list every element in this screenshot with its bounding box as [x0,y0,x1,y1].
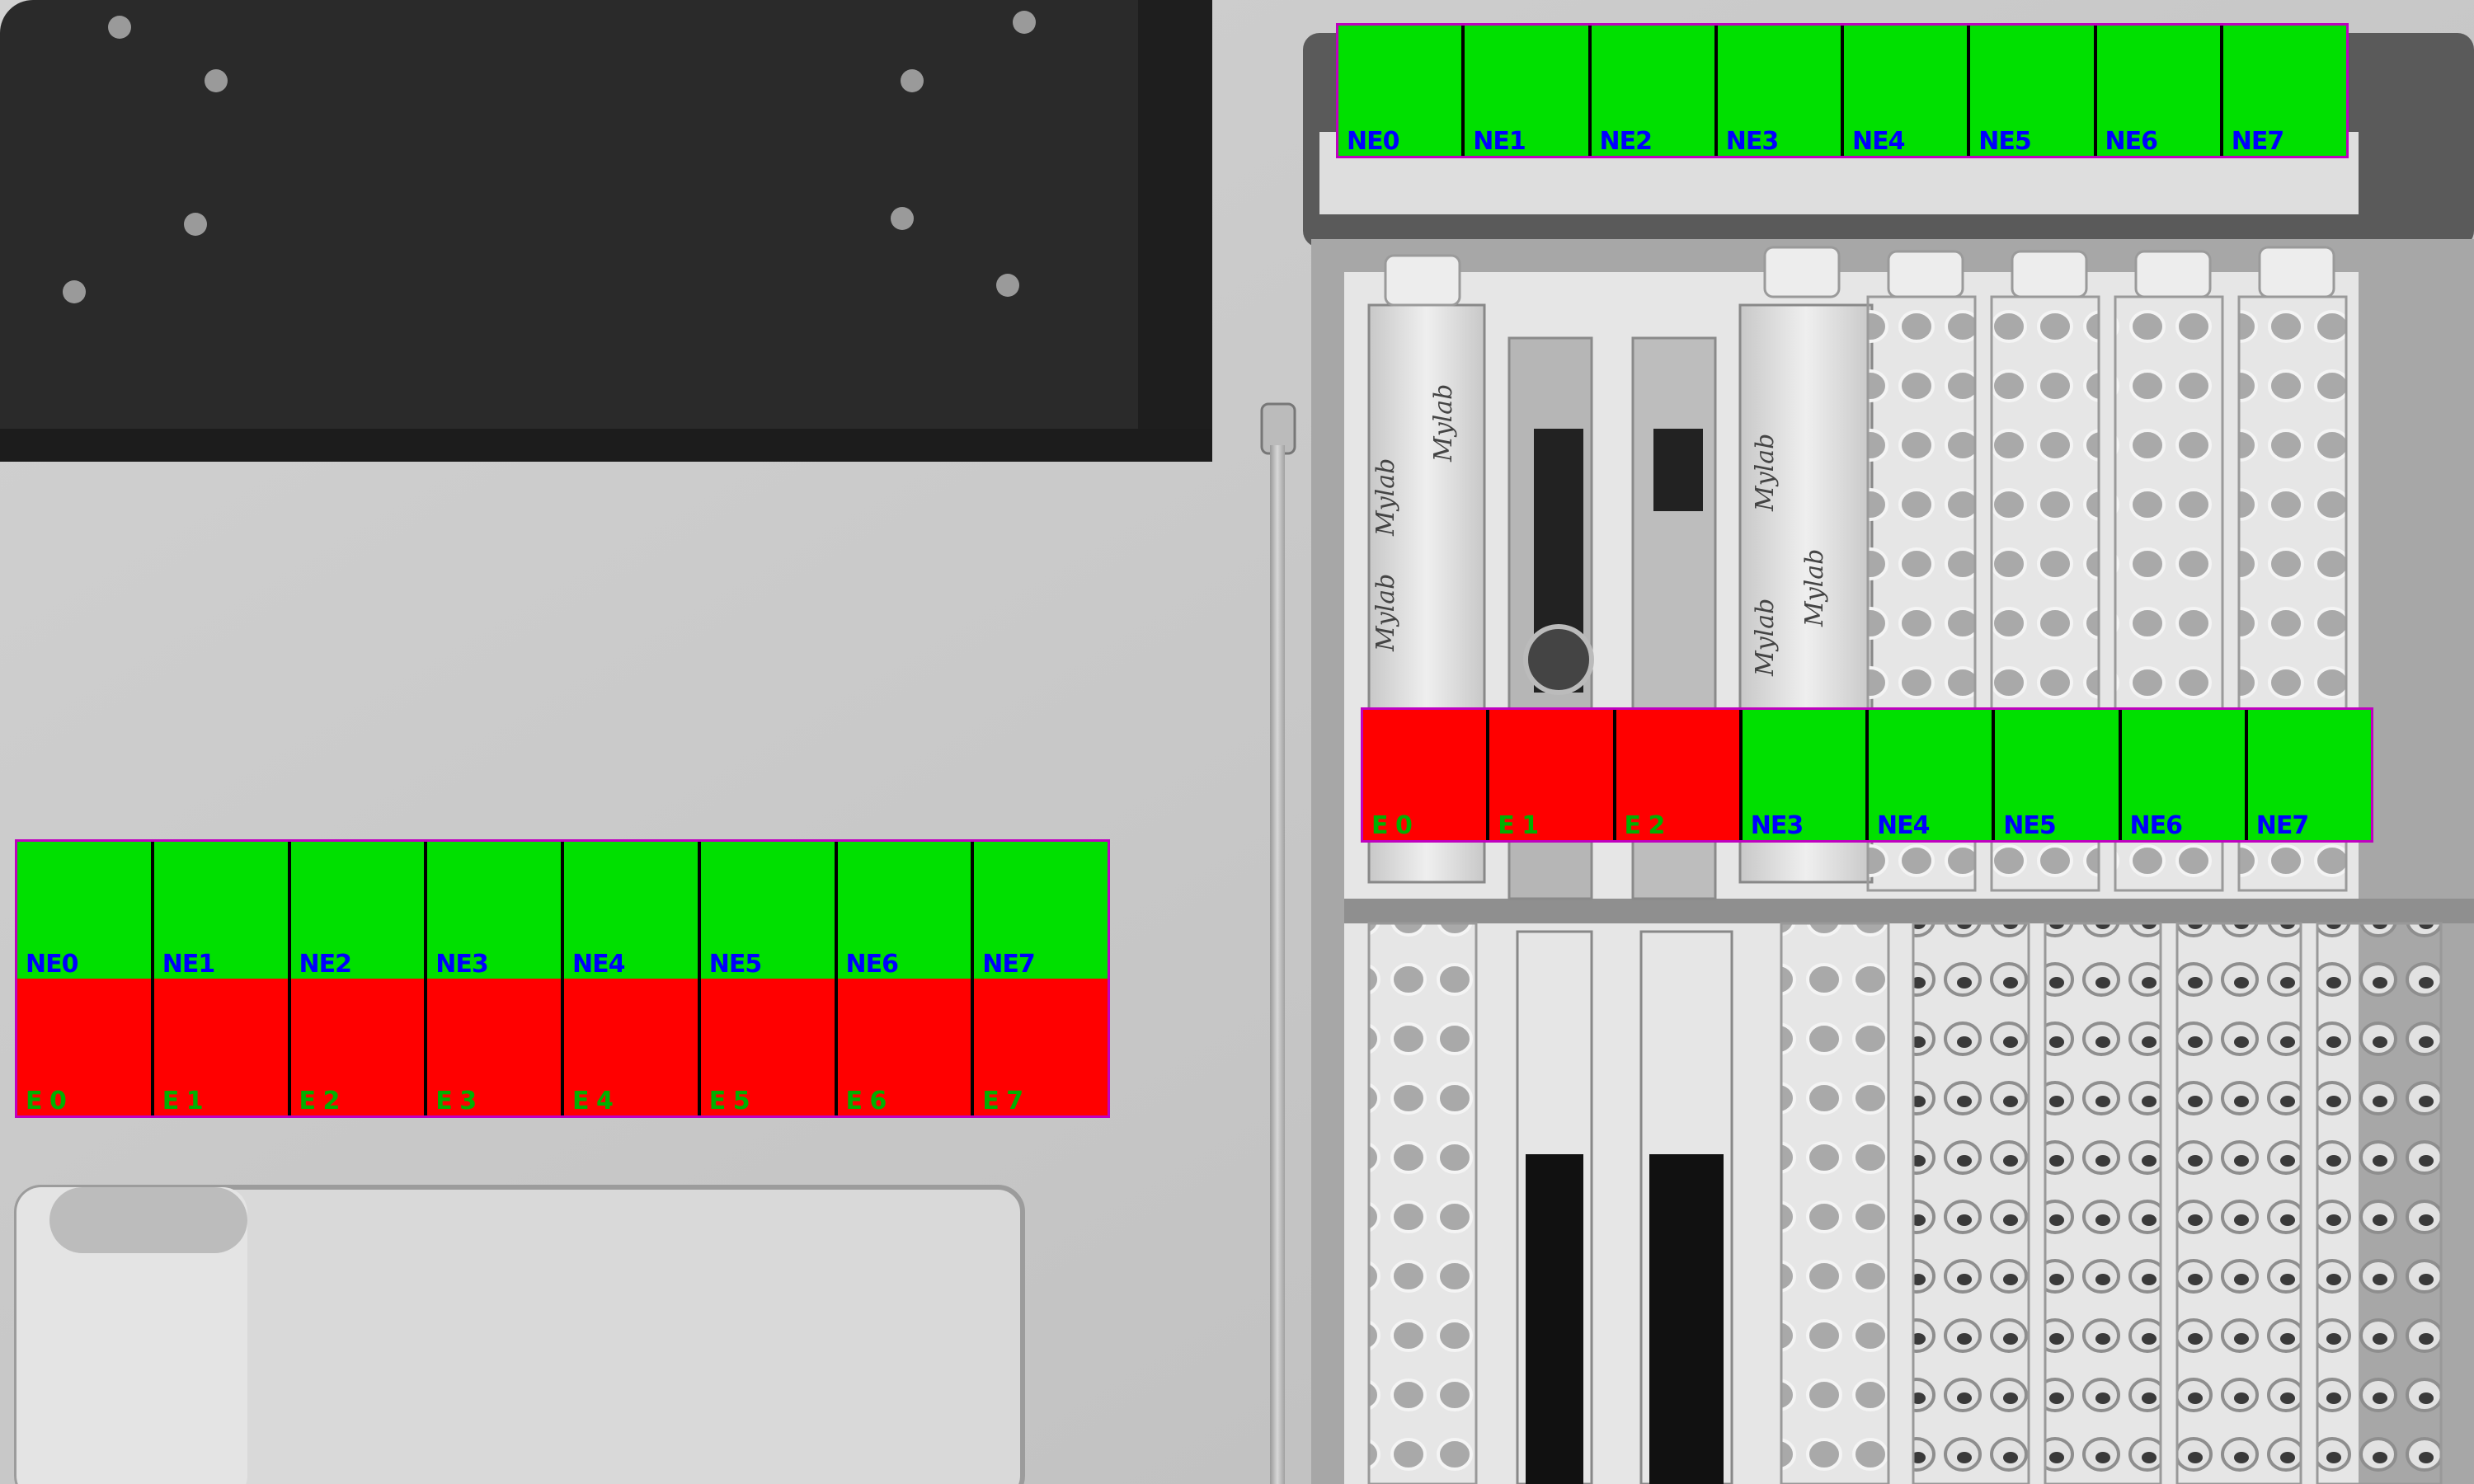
grid-cell-label: NE6 [2130,814,2182,838]
grid-cell-e1: E 1 [151,979,288,1115]
grid-cell-label: NE4 [572,952,624,977]
grid-cell-label: E 2 [299,1089,340,1114]
grid-cell-label: NE6 [846,952,898,977]
grid-cell-label: NE3 [435,952,487,977]
grid-cell-label: NE5 [2003,814,2055,838]
grid-cell-label: E 2 [1625,814,1665,838]
grid-top: NE0 NE1 NE2 NE3 NE4 NE5 NE6 NE7 [1336,23,2349,158]
grid-cell-e0: E 0 [1363,710,1486,840]
grid-middle: E 0 E 1 E 2 NE3 NE4 NE5 NE6 NE7 [1361,707,2373,843]
strip-text-2: Mylab [1429,384,1458,463]
grid-cell-ne2: NE2 [288,842,425,979]
strip-text-6: Mylab [1751,599,1780,677]
grid-cell-label: NE0 [1347,129,1399,154]
grid-cell-ne6: NE6 [2119,710,2245,840]
grid-cell-ne7: NE7 [2220,26,2346,156]
grid-cell-e0: E 0 [17,979,151,1115]
grid-cell-ne5: NE5 [1967,26,2093,156]
strip-text-4: Mylab [1751,434,1780,512]
grid-cell-label: NE4 [1877,814,1929,838]
grid-cell-label: NE0 [26,952,78,977]
grid-cell-ne3: NE3 [424,842,561,979]
grid-cell-ne1: NE1 [1461,26,1587,156]
grid-cell-ne4: NE4 [1841,26,1967,156]
grid-cell-label: E 1 [162,1089,203,1114]
grid-cell-ne3: NE3 [1714,26,1841,156]
grid-cell-ne0: NE0 [1338,26,1461,156]
grid-cell-label: E 5 [709,1089,750,1114]
hinged-lid [16,1187,1023,1484]
grid-cell-label: NE3 [1751,814,1803,838]
grid-cell-label: E 4 [572,1089,613,1114]
grid-top-row: NE0 NE1 NE2 NE3 NE4 NE5 NE6 NE7 [1338,26,2346,156]
grid-cell-e6: E 6 [835,979,971,1115]
grid-cell-ne5: NE5 [1992,710,2118,840]
grid-cell-label: NE7 [2232,129,2284,154]
grid-cell-label: E 3 [435,1089,476,1114]
grid-cell-label: NE5 [1978,129,2030,154]
grid-cell-e1: E 1 [1486,710,1612,840]
grid-cell-label: NE3 [1726,129,1778,154]
grid-cell-ne6: NE6 [835,842,971,979]
grid-left-row-ne: NE0 NE1 NE2 NE3 NE4 NE5 NE6 NE7 [17,842,1108,979]
grid-cell-ne1: NE1 [151,842,288,979]
grid-cell-label: E 6 [846,1089,887,1114]
grid-cell-e7: E 7 [971,979,1108,1115]
grid-cell-ne7: NE7 [2245,710,2371,840]
grid-cell-ne4: NE4 [1865,710,1992,840]
grid-cell-ne3: NE3 [1739,710,1865,840]
grid-cell-e5: E 5 [698,979,835,1115]
strip-text-5: Mylab [1800,549,1829,627]
grid-cell-label: E 0 [26,1089,66,1114]
grid-cell-e2: E 2 [288,979,425,1115]
grid-cell-label: NE5 [709,952,761,977]
grid-left-row-e: E 0 E 1 E 2 E 3 E 4 E 5 E 6 E 7 [17,979,1108,1115]
grid-cell-label: NE7 [2256,814,2308,838]
grid-cell-label: E 0 [1371,814,1412,838]
grid-cell-e4: E 4 [561,979,698,1115]
grid-cell-ne0: NE0 [17,842,151,979]
grid-cell-ne4: NE4 [561,842,698,979]
grid-cell-e2: E 2 [1613,710,1739,840]
grid-left: NE0 NE1 NE2 NE3 NE4 NE5 NE6 NE7 E 0 E 1 E 2 E 3 E 4… [15,839,1110,1118]
grid-cell-label: NE2 [299,952,351,977]
strip-text-1: Mylab [1371,458,1400,537]
grid-cell-label: NE7 [982,952,1034,977]
grid-cell-ne2: NE2 [1588,26,1714,156]
grid-cell-label: E 7 [982,1089,1023,1114]
grid-cell-label: E 1 [1498,814,1538,838]
grid-cell-label: NE6 [2105,129,2157,154]
grid-cell-ne6: NE6 [2094,26,2220,156]
grid-cell-ne5: NE5 [698,842,835,979]
grid-cell-label: NE1 [1473,129,1525,154]
grid-cell-e3: E 3 [424,979,561,1115]
grid-cell-label: NE1 [162,952,214,977]
strip-text-3: Mylab [1371,574,1400,652]
grid-middle-row: E 0 E 1 E 2 NE3 NE4 NE5 NE6 NE7 [1363,710,2371,840]
grid-cell-ne7: NE7 [971,842,1108,979]
grid-cell-label: NE2 [1600,129,1652,154]
dark-plate [0,0,1212,462]
grid-cell-label: NE4 [1852,129,1904,154]
